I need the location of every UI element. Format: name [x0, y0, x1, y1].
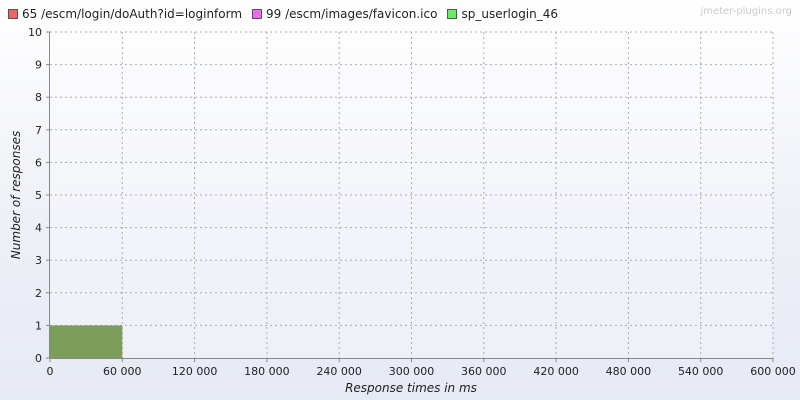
x-axis-title: Response times in ms [345, 381, 477, 395]
axes [46, 31, 774, 362]
legend-item: 65 /escm/login/doAuth?id=loginform [8, 7, 242, 21]
y-tick-label: 2 [35, 287, 42, 300]
x-tick-label: 420 000 [533, 365, 579, 378]
legend-swatch [8, 9, 18, 19]
legend-label: sp_userlogin_46 [461, 7, 559, 21]
y-tick-label: 10 [28, 26, 42, 39]
legend: 65 /escm/login/doAuth?id=loginform 99 /e… [8, 5, 568, 23]
tick-labels: 0 60 000 120 000 180 000 240 000 300 000 360 0… [28, 26, 796, 378]
legend-label: 99 /escm/images/favicon.ico [266, 7, 438, 21]
x-tick-label: 600 000 [750, 365, 796, 378]
x-tick-label: 300 000 [389, 365, 435, 378]
y-axis-title: Number of responses [9, 131, 23, 259]
x-tick-label: 60 000 [103, 365, 142, 378]
legend-swatch [447, 9, 458, 19]
x-tick-label: 180 000 [244, 365, 290, 378]
x-tick-label: 480 000 [606, 365, 652, 378]
y-tick-label: 0 [35, 352, 42, 365]
watermark: jmeter-plugins.org [700, 6, 792, 17]
legend-item: sp_userlogin_46 [447, 7, 558, 21]
grid [50, 31, 774, 358]
x-tick-label: 120 000 [172, 365, 218, 378]
histogram-bar [50, 325, 123, 358]
y-tick-label: 3 [35, 254, 42, 267]
x-tick-label: 240 000 [316, 365, 362, 378]
y-tick-label: 4 [35, 222, 42, 235]
y-tick-label: 7 [35, 124, 42, 137]
x-tick-label: 360 000 [461, 365, 507, 378]
x-tick-label: 540 000 [678, 365, 724, 378]
x-tick-label: 0 [47, 365, 54, 378]
y-tick-label: 9 [35, 59, 42, 72]
legend-swatch [252, 9, 263, 19]
y-tick-label: 1 [35, 319, 42, 332]
y-tick-label: 5 [35, 189, 42, 202]
bars [50, 325, 123, 358]
legend-item: 99 /escm/images/favicon.ico [252, 7, 437, 21]
y-tick-label: 6 [35, 156, 42, 169]
y-tick-label: 8 [35, 91, 42, 104]
legend-label: 65 /escm/login/doAuth?id=loginform [22, 7, 243, 21]
